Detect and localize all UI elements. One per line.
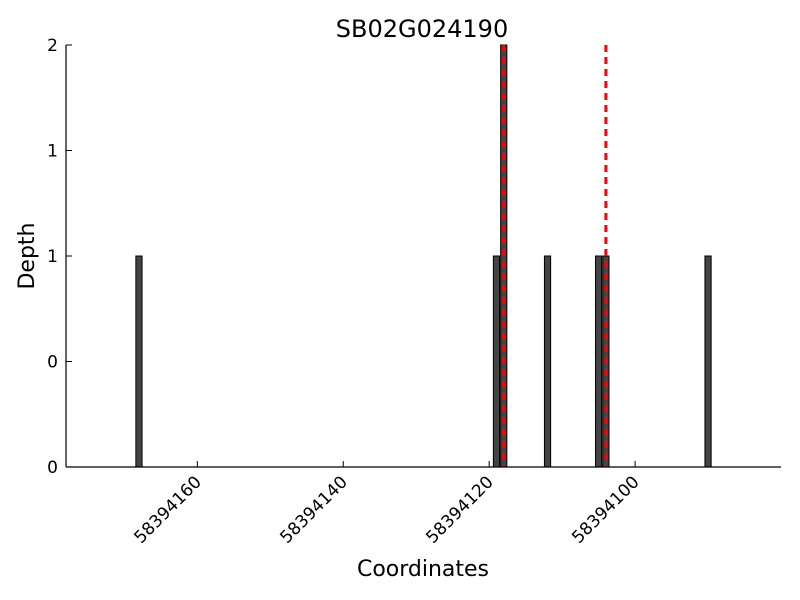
depth-bar	[543, 255, 552, 468]
x-tick-label: 58394160	[131, 472, 206, 547]
x-tick-label: 58394140	[276, 472, 351, 547]
y-tick-label: 1	[47, 142, 58, 162]
chart-title: SB02G024190	[336, 15, 508, 43]
x-axis-label: Coordinates	[357, 557, 489, 582]
y-tick-label: 1	[47, 247, 58, 267]
x-tick-label: 58394100	[568, 472, 643, 547]
x-tick-label: 58394120	[422, 472, 497, 547]
depth-bar	[135, 255, 143, 468]
depth-bar	[595, 255, 603, 468]
depth-bar	[704, 255, 712, 468]
y-axis-label: Depth	[15, 222, 40, 289]
y-tick-label: 0	[47, 458, 58, 478]
y-tick-label: 2	[47, 36, 58, 56]
y-tick-label: 0	[47, 353, 58, 373]
depth-bar	[492, 255, 501, 468]
